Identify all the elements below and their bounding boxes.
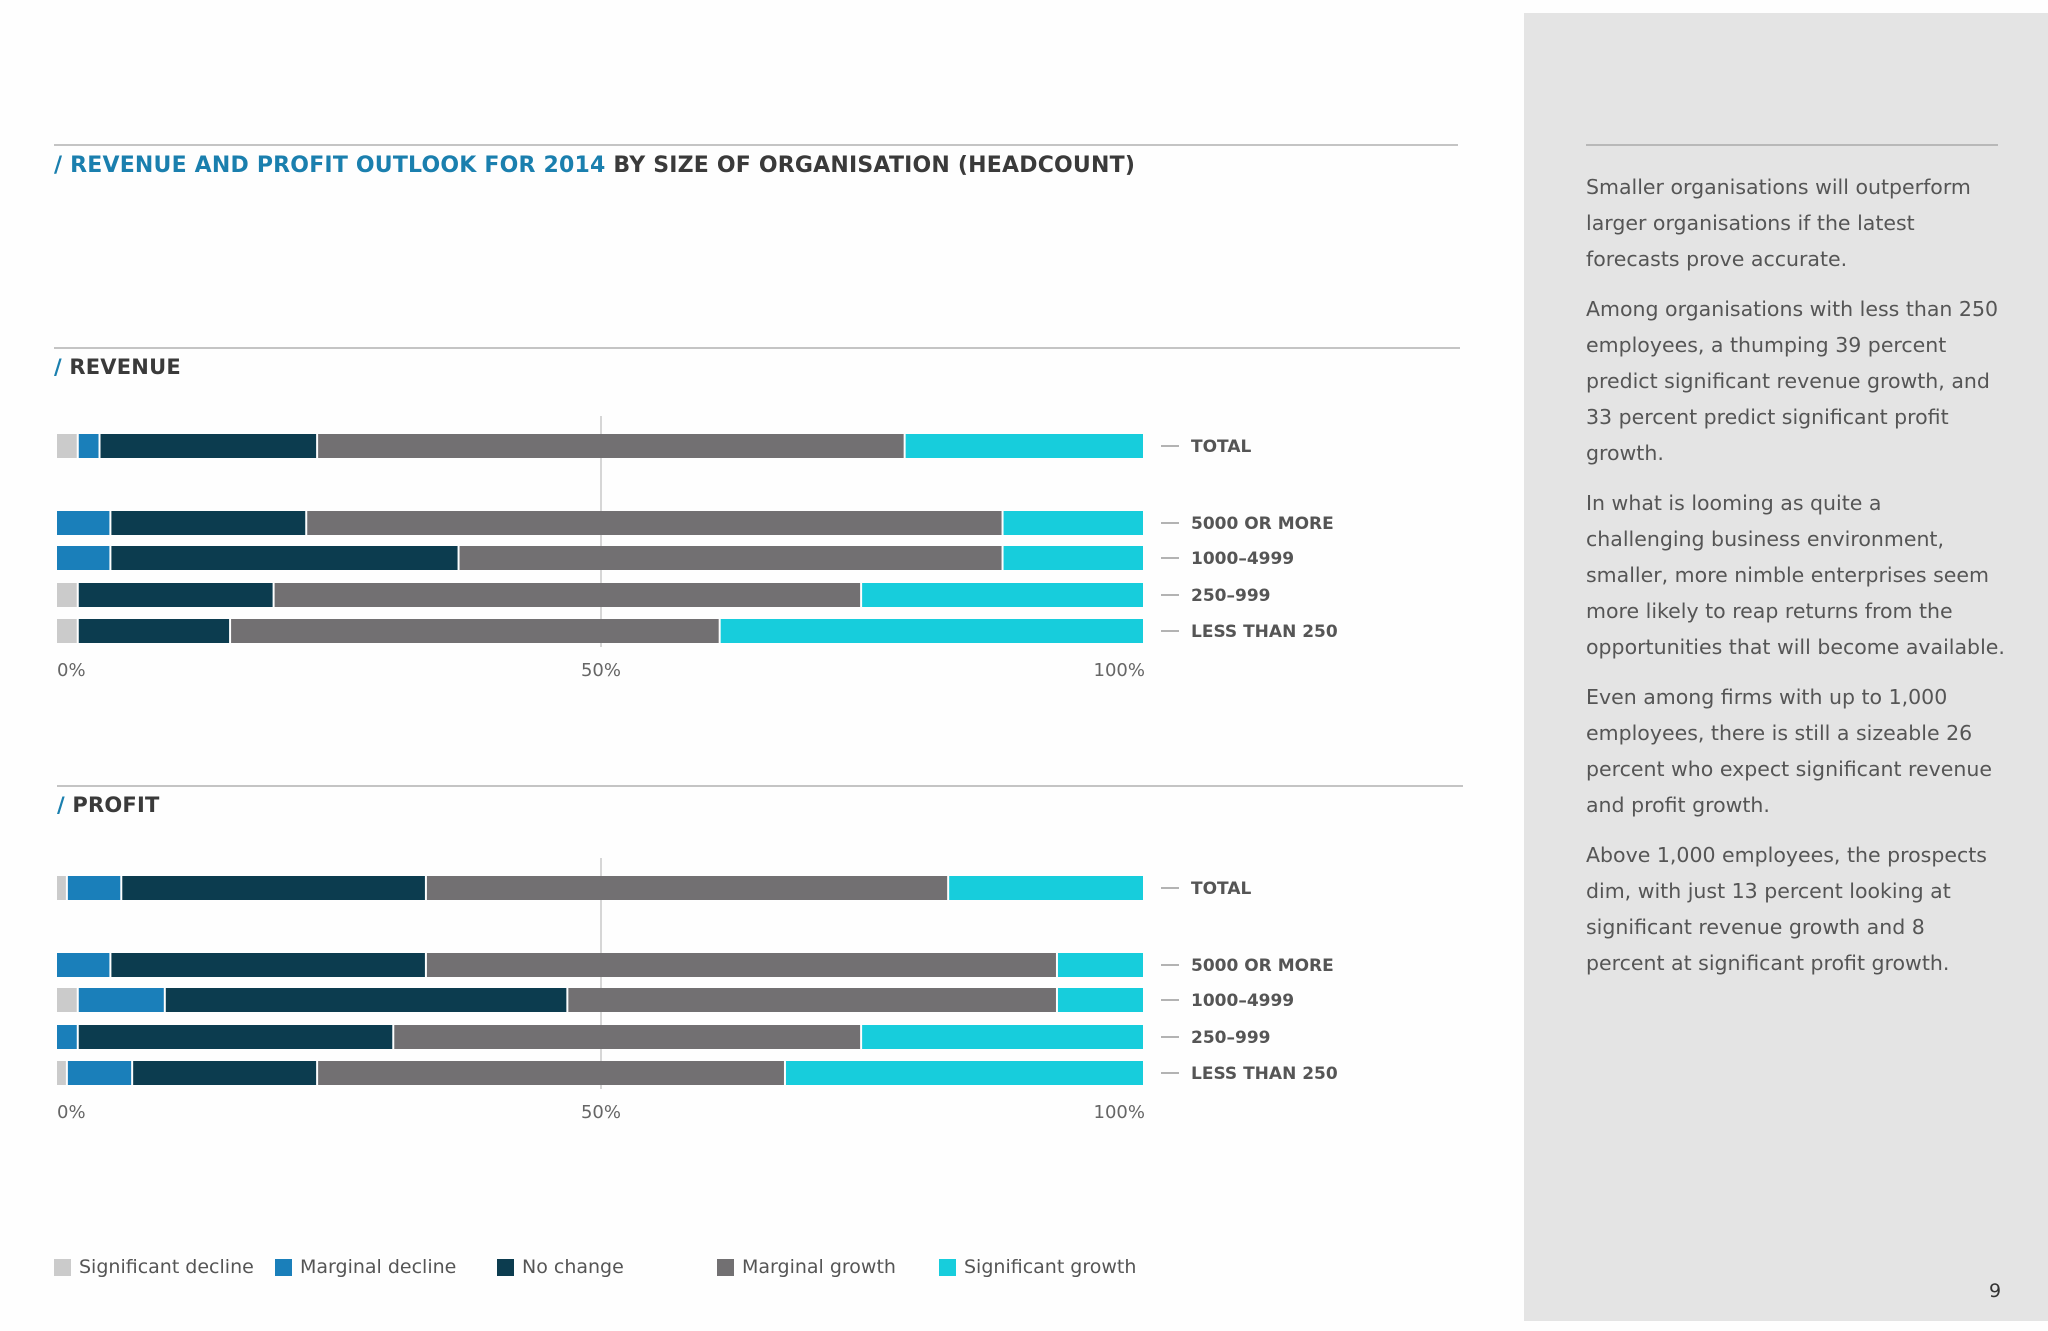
x-tick-label: 100% bbox=[1094, 1102, 1145, 1123]
bar-segment-significant-growth bbox=[862, 1025, 1143, 1049]
bar-segment-no-change bbox=[111, 511, 306, 535]
bar-segment-no-change bbox=[111, 546, 458, 570]
bar-segment-marginal-growth bbox=[459, 546, 1002, 570]
category-label: 1000–4999 bbox=[1191, 549, 1294, 569]
category-label: 5000 OR MORE bbox=[1191, 514, 1334, 534]
category-label: 250–999 bbox=[1191, 586, 1270, 606]
bar-segment-marginal-growth bbox=[426, 876, 948, 900]
page-title-accent: / REVENUE AND PROFIT OUTLOOK FOR 2014 bbox=[54, 153, 606, 178]
bar-segment-significant-growth bbox=[1003, 546, 1143, 570]
bar-segment-significant-growth bbox=[905, 434, 1143, 458]
legend-item-significant-growth: Significant growth bbox=[939, 1256, 1136, 1278]
commentary-sidebar: Smaller organisations will outperform la… bbox=[1524, 13, 2048, 1321]
bar-segment-marginal-growth bbox=[568, 988, 1056, 1012]
legend-label: Marginal growth bbox=[742, 1256, 896, 1278]
bar-segment-marginal-growth bbox=[318, 1061, 784, 1085]
legend-swatch-marginal-decline bbox=[275, 1258, 292, 1276]
bar-segment-marginal-decline bbox=[78, 434, 99, 458]
legend-item-marginal-growth: Marginal growth bbox=[717, 1256, 896, 1278]
bar-segment-marginal-growth bbox=[274, 583, 861, 607]
legend-swatch-no-change bbox=[497, 1258, 514, 1276]
bar-segment-significant-decline bbox=[57, 434, 77, 458]
x-tick-label: 50% bbox=[581, 660, 621, 681]
bar-segment-significant-growth bbox=[1057, 988, 1143, 1012]
bar-segment-significant-decline bbox=[57, 619, 77, 643]
x-tick-label: 50% bbox=[581, 1102, 621, 1123]
bar-segment-marginal-growth bbox=[307, 511, 1002, 535]
title-rule bbox=[54, 144, 1458, 146]
bar-segment-significant-decline bbox=[57, 876, 66, 900]
x-tick-label: 100% bbox=[1094, 660, 1145, 681]
bar-segment-significant-decline bbox=[57, 583, 77, 607]
bar-segment-no-change bbox=[165, 988, 567, 1012]
bar-segment-no-change bbox=[122, 876, 425, 900]
legend-swatch-significant-growth bbox=[939, 1258, 956, 1276]
bar-segment-significant-growth bbox=[949, 876, 1143, 900]
legend-item-significant-decline: Significant decline bbox=[54, 1256, 254, 1278]
category-label: LESS THAN 250 bbox=[1191, 1064, 1338, 1084]
bar-segment-marginal-decline bbox=[57, 511, 110, 535]
bar-segment-marginal-growth bbox=[231, 619, 719, 643]
bar-segment-marginal-decline bbox=[78, 988, 164, 1012]
x-tick-label: 0% bbox=[57, 1102, 86, 1123]
bar-segment-no-change bbox=[78, 583, 273, 607]
profit-rule bbox=[57, 785, 1463, 787]
bar-segment-no-change bbox=[111, 953, 425, 977]
sidebar-rule bbox=[1586, 144, 1998, 146]
bar-segment-no-change bbox=[133, 1061, 317, 1085]
sidebar-paragraph: Even among firms with up to 1,000 employ… bbox=[1586, 685, 1992, 817]
page-title: / REVENUE AND PROFIT OUTLOOK FOR 2014 BY… bbox=[54, 153, 1135, 178]
bar-segment-significant-growth bbox=[1003, 511, 1143, 535]
x-tick-label: 0% bbox=[57, 660, 86, 681]
bar-segment-significant-growth bbox=[720, 619, 1143, 643]
sidebar-text: Smaller organisations will outperform la… bbox=[1586, 169, 2006, 995]
bar-segment-marginal-decline bbox=[67, 1061, 132, 1085]
category-label: TOTAL bbox=[1191, 437, 1251, 457]
bar-segment-marginal-decline bbox=[57, 546, 110, 570]
legend-label: No change bbox=[522, 1256, 624, 1278]
legend-label: Significant growth bbox=[964, 1256, 1137, 1278]
sidebar-paragraph: Among organisations with less than 250 e… bbox=[1586, 297, 1999, 465]
legend-label: Marginal decline bbox=[300, 1256, 457, 1278]
bar-segment-significant-growth bbox=[1057, 953, 1143, 977]
profit-heading-text: PROFIT bbox=[64, 793, 160, 817]
legend-item-marginal-decline: Marginal decline bbox=[275, 1256, 456, 1278]
legend-item-no-change: No change bbox=[497, 1256, 624, 1278]
profit-heading: / PROFIT bbox=[57, 793, 160, 817]
stacked-bar-charts: TOTAL 5000 OR MORE 1000–4999 250–999 LESS TH… bbox=[57, 416, 1338, 1123]
sidebar-paragraph: Above 1,000 employees, the prospects dim… bbox=[1586, 843, 1987, 975]
bar-segment-significant-decline bbox=[57, 1061, 66, 1085]
category-label: 5000 OR MORE bbox=[1191, 956, 1334, 976]
bar-segment-no-change bbox=[78, 619, 230, 643]
bar-segment-marginal-decline bbox=[57, 953, 110, 977]
chart-legend: Significant decline Marginal decline No … bbox=[54, 1256, 1234, 1286]
revenue-heading: / REVENUE bbox=[54, 355, 181, 379]
bar-segment-marginal-growth bbox=[426, 953, 1056, 977]
bar-segment-marginal-growth bbox=[394, 1025, 861, 1049]
bar-segment-no-change bbox=[78, 1025, 393, 1049]
bar-segment-significant-growth bbox=[862, 583, 1143, 607]
legend-label: Significant decline bbox=[79, 1256, 254, 1278]
bar-segment-marginal-decline bbox=[57, 1025, 77, 1049]
legend-swatch-marginal-growth bbox=[717, 1258, 734, 1276]
revenue-heading-text: REVENUE bbox=[61, 355, 181, 379]
sidebar-paragraph: In what is looming as quite a challengin… bbox=[1586, 491, 2005, 659]
bar-segment-marginal-growth bbox=[318, 434, 904, 458]
sidebar-paragraph: Smaller organisations will outperform la… bbox=[1586, 175, 1971, 271]
page-number: 9 bbox=[1988, 1280, 2002, 1302]
legend-swatch-significant-decline bbox=[54, 1258, 71, 1276]
page-title-rest: BY SIZE OF ORGANISATION (HEADCOUNT) bbox=[605, 153, 1136, 178]
bar-segment-significant-growth bbox=[785, 1061, 1143, 1085]
bar-segment-no-change bbox=[100, 434, 317, 458]
category-label: TOTAL bbox=[1191, 879, 1251, 899]
bar-segment-marginal-decline bbox=[67, 876, 121, 900]
bar-segment-significant-decline bbox=[57, 988, 77, 1012]
category-label: LESS THAN 250 bbox=[1191, 622, 1338, 642]
revenue-rule bbox=[54, 347, 1460, 349]
category-label: 250–999 bbox=[1191, 1028, 1270, 1048]
category-label: 1000–4999 bbox=[1191, 991, 1294, 1011]
